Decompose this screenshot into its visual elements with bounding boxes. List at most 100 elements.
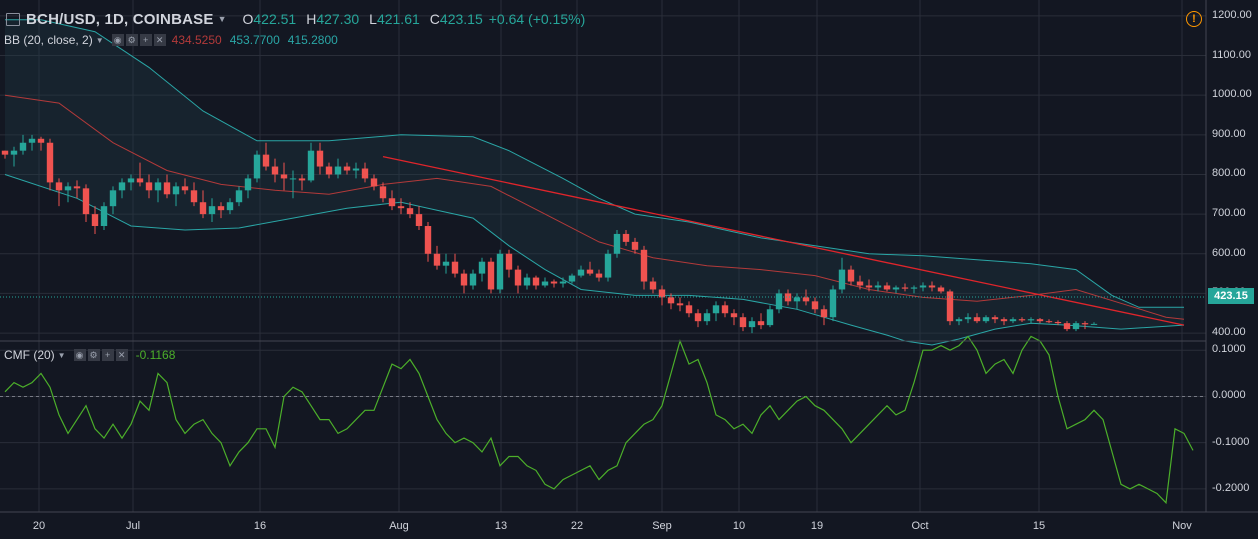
candle	[487, 257, 495, 294]
candle-body	[748, 321, 756, 328]
candle	[559, 277, 567, 288]
candle-body	[820, 309, 828, 318]
candle	[361, 162, 369, 183]
candle	[910, 285, 918, 294]
candle-body	[145, 182, 153, 191]
candle-body	[550, 281, 558, 284]
time-tick-label: 20	[32, 520, 46, 532]
cmf-tick-label: 0.1000	[1212, 343, 1246, 356]
candle	[325, 162, 333, 179]
candle-body	[1072, 323, 1080, 330]
time-tick-label: 13	[494, 520, 508, 532]
candle-body	[361, 168, 369, 179]
candle-body	[100, 206, 108, 227]
visibility-icon[interactable]: ◉	[73, 349, 86, 361]
settings-icon[interactable]: ⚙	[87, 349, 100, 361]
candle	[631, 237, 639, 254]
candle	[946, 289, 954, 326]
candle	[802, 289, 810, 306]
candle-body	[883, 285, 891, 290]
candle-body	[460, 273, 468, 286]
chevron-down-icon[interactable]: ▼	[57, 350, 66, 360]
candle	[226, 198, 234, 215]
bb-label[interactable]: BB (20, close, 2)	[4, 33, 93, 47]
visibility-icon[interactable]: ◉	[111, 34, 124, 46]
bb-middle-value: 453.7700	[229, 33, 280, 47]
cmf-tick-label: -0.2000	[1212, 481, 1250, 494]
candle	[739, 313, 747, 332]
change-value: +0.64 (+0.15%)	[488, 11, 586, 27]
candle	[406, 202, 414, 219]
warning-icon[interactable]: !	[1186, 11, 1202, 27]
candle	[1009, 317, 1017, 324]
chevron-down-icon[interactable]: ▼	[95, 35, 104, 45]
candle-body	[280, 174, 288, 179]
cmf-value: -0.1168	[135, 348, 176, 362]
time-tick-label: Sep	[652, 520, 672, 532]
candle	[1045, 319, 1053, 324]
candle	[316, 142, 324, 175]
candle-body	[451, 261, 459, 274]
candle-body	[649, 281, 657, 290]
settings-icon[interactable]: ⚙	[125, 34, 138, 46]
candle-body	[298, 178, 306, 181]
candle-body	[1063, 323, 1071, 330]
symbol-search-icon[interactable]	[6, 12, 20, 26]
candle	[190, 182, 198, 207]
candle-body	[1090, 323, 1098, 325]
candle	[280, 162, 288, 191]
candle	[100, 202, 108, 230]
candle	[163, 174, 171, 199]
candle	[838, 257, 846, 294]
candle	[523, 273, 531, 290]
close-icon[interactable]: ✕	[115, 349, 128, 361]
cmf-plot	[0, 335, 1206, 505]
candle-body	[271, 166, 279, 175]
candle	[28, 134, 36, 151]
candle	[55, 178, 63, 207]
candle-body	[622, 233, 630, 242]
add-icon[interactable]: +	[101, 349, 114, 361]
low-label: L	[369, 11, 377, 27]
close-icon[interactable]: ✕	[153, 34, 166, 46]
candle	[64, 182, 72, 203]
candle	[127, 174, 135, 191]
candle-body	[91, 214, 99, 227]
candle	[1054, 320, 1062, 326]
candle-body	[586, 269, 594, 274]
symbol-title[interactable]: BCH/USD, 1D, COINBASE	[26, 10, 214, 28]
candle-body	[874, 285, 882, 288]
chevron-down-icon[interactable]: ▼	[217, 14, 227, 24]
candle-body	[658, 289, 666, 298]
cmf-line	[4, 335, 1194, 505]
candle-body	[388, 198, 396, 207]
candle-body	[181, 186, 189, 191]
price-tick-label: 900.00	[1212, 127, 1246, 140]
add-icon[interactable]: +	[139, 34, 152, 46]
time-tick-label: 19	[810, 520, 824, 532]
candle	[649, 277, 657, 294]
candle-body	[1036, 319, 1044, 322]
candle-body	[946, 291, 954, 322]
candle-body	[523, 277, 531, 286]
candle	[964, 313, 972, 324]
candle	[1027, 317, 1035, 324]
price-tick-label: 700.00	[1212, 207, 1246, 220]
cmf-legend: CMF (20) ▼ ◉ ⚙ + ✕ -0.1168	[4, 347, 175, 363]
candle	[550, 279, 558, 288]
candle	[514, 265, 522, 294]
candle-body	[541, 281, 549, 286]
candle	[73, 180, 81, 199]
candle-body	[1009, 319, 1017, 322]
cmf-tick-label: 0.0000	[1212, 389, 1246, 402]
candle-body	[1000, 319, 1008, 322]
candle-body	[325, 166, 333, 175]
cmf-label[interactable]: CMF (20)	[4, 348, 55, 362]
candle-body	[334, 166, 342, 175]
candle	[1036, 318, 1044, 324]
candle	[640, 245, 648, 290]
candle	[253, 150, 261, 183]
candle	[856, 275, 864, 290]
candle-body	[118, 182, 126, 191]
